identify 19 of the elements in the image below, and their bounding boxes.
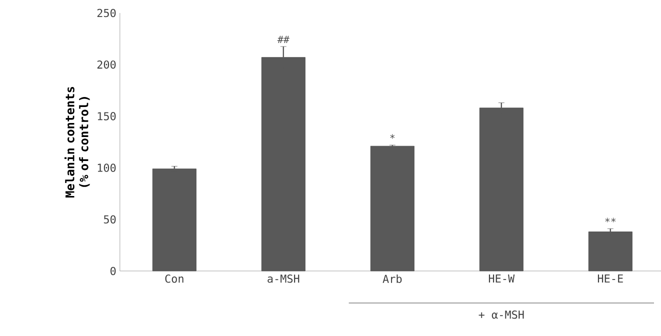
y-tick-label: 200 (97, 60, 116, 69)
bar (152, 168, 196, 272)
y-tick-label: 100 (98, 164, 116, 172)
y-tick-label: 150 (98, 112, 116, 120)
text: + α-MSH (478, 310, 524, 319)
y-axis-title: Melanin contents (% of control) (64, 86, 90, 198)
y-tick-label: 50 (104, 215, 116, 224)
annotation: * (390, 134, 395, 139)
x-tick-label: a-MSH (268, 274, 300, 283)
x-tick-label: HE-W (488, 274, 515, 282)
y-tick-label: 250 (97, 8, 116, 18)
annotation: ## (277, 36, 290, 44)
bar (588, 232, 632, 272)
annotation: ** (605, 218, 616, 222)
y-tick-label: 0 (110, 266, 116, 276)
x-tick-label: HE-E (598, 274, 623, 282)
x-tick-label: Con (165, 274, 184, 283)
x-tick-label: Arb (382, 274, 402, 283)
bar (370, 146, 414, 272)
